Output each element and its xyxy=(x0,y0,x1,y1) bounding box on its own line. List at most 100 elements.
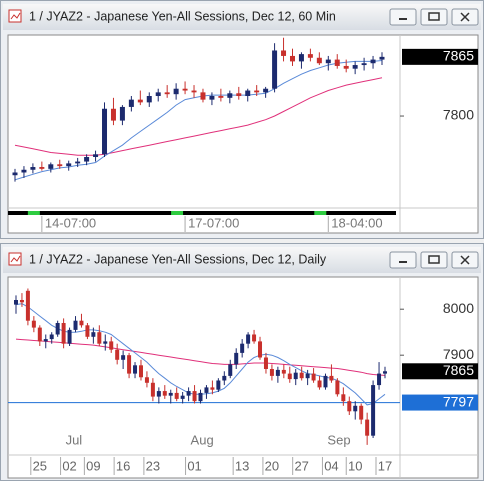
minimize-button[interactable] xyxy=(389,251,417,269)
candle-body xyxy=(334,59,340,66)
candle-body xyxy=(359,405,364,420)
month-label: Jul xyxy=(66,432,83,447)
price-label-box xyxy=(402,48,478,65)
candle-body xyxy=(316,57,322,64)
candle-body xyxy=(370,59,376,64)
price-label-box xyxy=(402,363,478,380)
candle-body xyxy=(91,332,96,337)
candle-body xyxy=(246,334,251,344)
x-tick-label: 01 xyxy=(187,458,201,473)
candle-body xyxy=(173,88,179,95)
button-glyph xyxy=(428,12,440,21)
candle-body xyxy=(234,352,239,365)
candle-body xyxy=(25,290,30,321)
button-glyph xyxy=(399,18,407,20)
candle-body xyxy=(121,355,126,360)
candle-body xyxy=(102,108,108,155)
candle-body xyxy=(93,154,99,158)
candle-body xyxy=(30,167,36,170)
x-tick-label: 17-07:00 xyxy=(188,215,239,230)
candle-body xyxy=(272,50,278,89)
candle-body xyxy=(298,54,304,62)
candle-body xyxy=(254,90,260,93)
candle-body xyxy=(85,325,90,337)
candle-body xyxy=(168,392,173,396)
moving-average xyxy=(15,338,386,376)
candle-body xyxy=(115,349,120,360)
x-tick-label: 09 xyxy=(86,458,100,473)
candle-body xyxy=(79,320,84,326)
candle-body xyxy=(365,419,370,436)
y-tick-label: 7900 xyxy=(443,346,474,362)
candle-body xyxy=(209,96,215,100)
candle-body xyxy=(228,364,233,376)
candle-body xyxy=(236,93,242,97)
candle-body xyxy=(75,161,81,164)
candle-body xyxy=(263,88,269,93)
candle-body xyxy=(341,394,346,402)
candle-body xyxy=(155,92,161,97)
candle-body xyxy=(133,365,138,374)
candle-body xyxy=(43,339,48,342)
candle-body xyxy=(39,167,45,169)
candle-body xyxy=(323,375,328,388)
button-glyph xyxy=(399,261,407,263)
candle-body xyxy=(55,322,60,335)
price-label: 7797 xyxy=(443,393,474,409)
candle-body xyxy=(245,90,251,97)
candle-body xyxy=(180,395,185,399)
x-tick-label: 27 xyxy=(294,458,308,473)
candle-body xyxy=(128,99,134,107)
x-tick-label: 04 xyxy=(324,458,338,473)
x-tick-label: 16 xyxy=(116,458,130,473)
candle-body xyxy=(84,157,90,162)
window-title: 1 / JYAZ2 - Japanese Yen-All Sessions, D… xyxy=(29,9,336,23)
candle-body xyxy=(329,375,334,381)
x-tick-label: 25 xyxy=(33,458,47,473)
candle-body xyxy=(198,392,203,402)
candle-body xyxy=(383,371,387,374)
candle-body xyxy=(377,373,382,386)
candle-body xyxy=(186,391,191,396)
candle-body xyxy=(138,365,143,378)
candle-body xyxy=(109,341,114,350)
candle-body xyxy=(258,341,263,358)
candle-body xyxy=(275,369,280,376)
candle-body xyxy=(150,382,155,397)
moving-average xyxy=(14,77,383,156)
window-title: 1 / JYAZ2 - Japanese Yen-All Sessions, D… xyxy=(29,252,327,266)
candle-body xyxy=(240,343,245,353)
candle-body xyxy=(73,320,78,330)
candle-body xyxy=(57,164,63,167)
maximize-button[interactable] xyxy=(420,251,448,269)
candle-body xyxy=(353,405,358,412)
candle-body xyxy=(61,322,66,344)
button-glyph xyxy=(460,12,470,22)
window-icon xyxy=(10,12,21,20)
x-tick-label: 14-07:00 xyxy=(45,215,96,230)
maximize-button[interactable] xyxy=(420,8,448,26)
candle-body xyxy=(361,63,367,66)
x-tick-label: 13 xyxy=(235,458,249,473)
price-label: 7865 xyxy=(443,362,474,378)
price-label: 7865 xyxy=(443,48,474,64)
x-tick-label: 23 xyxy=(146,458,160,473)
candle-body xyxy=(156,391,161,397)
candle-body xyxy=(146,96,152,103)
candle-body xyxy=(281,369,286,374)
candle-body xyxy=(299,372,304,379)
candle-body xyxy=(352,65,358,69)
candle-body xyxy=(287,373,292,380)
candle-body xyxy=(144,377,149,383)
minimize-button[interactable] xyxy=(389,8,417,26)
candle-body xyxy=(335,380,340,395)
candle-body xyxy=(269,368,274,376)
candle-body xyxy=(49,334,54,340)
x-tick-label: 17 xyxy=(378,458,392,473)
candle-body xyxy=(103,341,108,344)
window-icon xyxy=(10,255,21,263)
x-tick-label: 20 xyxy=(265,458,279,473)
month-label: Aug xyxy=(191,432,214,447)
session-marker xyxy=(171,211,184,215)
